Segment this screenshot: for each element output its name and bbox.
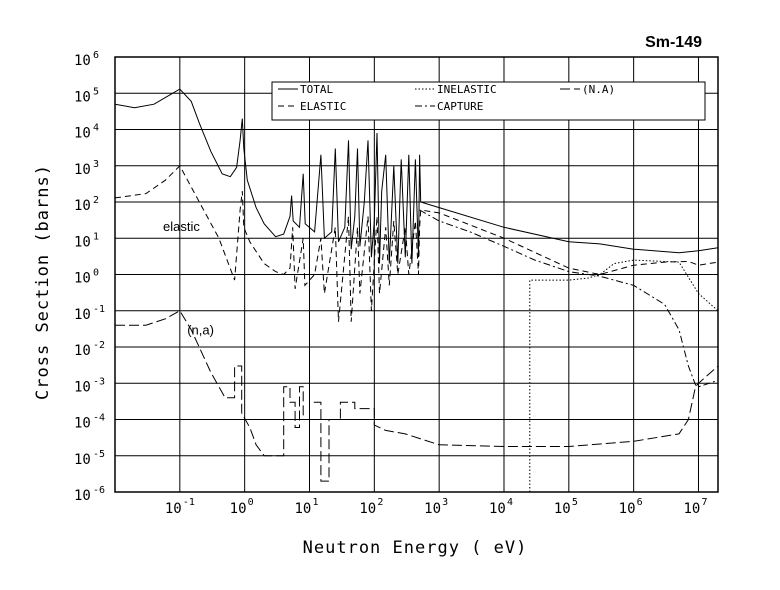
series-line-capture <box>419 209 718 388</box>
y-tick-label-base: 10 <box>74 271 91 287</box>
x-tick-label-exponent: -1 <box>183 497 195 508</box>
annotation-label: (n,a) <box>187 323 214 338</box>
x-tick-label-base: 10 <box>683 501 700 517</box>
y-tick-label-base: 10 <box>74 307 91 323</box>
x-tick-labels: 10 -1 10 0 10 1 10 2 10 3 10 4 10 5 10 6 10 7 <box>165 497 708 517</box>
series-line-inelastic <box>529 259 718 492</box>
y-tick-label-base: 10 <box>74 343 91 359</box>
x-tick-label-base: 10 <box>165 501 182 517</box>
y-tick-label-base: 10 <box>74 379 91 395</box>
annotation-label: elastic <box>163 219 200 234</box>
annotations: elastic (n,a) <box>163 219 214 338</box>
y-tick-label-base: 10 <box>74 89 91 105</box>
series-line-total <box>115 88 718 264</box>
y-tick-label-exponent: -3 <box>93 376 105 387</box>
legend: TOTAL INELASTIC (N.A) ELASTIC CAPTURE <box>271 81 706 121</box>
legend-frame <box>271 81 706 121</box>
y-tick-label-base: 10 <box>74 198 91 214</box>
legend-label: (N.A) <box>582 83 615 96</box>
y-tick-label-exponent: 5 <box>93 86 99 97</box>
legend-label: ELASTIC <box>300 100 346 113</box>
y-tick-label-base: 10 <box>74 416 91 432</box>
y-tick-label-exponent: 4 <box>93 123 99 134</box>
x-tick-label-exponent: 1 <box>312 497 318 508</box>
y-tick-label-exponent: -4 <box>93 413 105 424</box>
y-tick-label-base: 10 <box>74 234 91 250</box>
y-tick-label-exponent: -2 <box>93 340 105 351</box>
y-tick-label-base: 10 <box>74 53 91 69</box>
x-tick-label-base: 10 <box>554 501 571 517</box>
x-tick-label-base: 10 <box>294 501 311 517</box>
y-tick-label-exponent: 1 <box>93 231 99 242</box>
y-tick-label-exponent: 0 <box>93 268 99 279</box>
x-axis-title: Neutron Energy ( eV) <box>303 538 528 558</box>
x-tick-label-exponent: 5 <box>572 497 578 508</box>
y-tick-label-exponent: -5 <box>93 449 105 460</box>
x-tick-label-base: 10 <box>424 501 441 517</box>
y-tick-label-base: 10 <box>74 126 91 142</box>
grid <box>115 56 718 493</box>
plot-frame <box>114 56 719 493</box>
x-tick-label-base: 10 <box>230 501 247 517</box>
x-tick-label-exponent: 3 <box>442 497 448 508</box>
legend-label: TOTAL <box>300 83 333 96</box>
x-tick-label-exponent: 6 <box>637 497 643 508</box>
x-tick-label-base: 10 <box>489 501 506 517</box>
y-tick-label-base: 10 <box>74 162 91 178</box>
y-tick-label-exponent: -6 <box>93 485 105 496</box>
legend-label: INELASTIC <box>437 83 497 96</box>
x-tick-label-base: 10 <box>619 501 636 517</box>
x-tick-label-base: 10 <box>359 501 376 517</box>
y-tick-label-exponent: 2 <box>93 195 99 206</box>
y-tick-label-exponent: -1 <box>93 304 105 315</box>
legend-label: CAPTURE <box>437 100 483 113</box>
x-tick-label-exponent: 7 <box>701 497 707 508</box>
y-tick-label-exponent: 6 <box>93 50 99 61</box>
x-tick-label-exponent: 4 <box>507 497 513 508</box>
y-tick-label-base: 10 <box>74 452 91 468</box>
x-tick-label-exponent: 2 <box>377 497 383 508</box>
y-tick-label-base: 10 <box>74 488 91 504</box>
series-line-elastic <box>115 164 718 322</box>
y-axis-title: Cross Section (barns) <box>33 164 53 400</box>
y-tick-label-exponent: 3 <box>93 159 99 170</box>
series-lines <box>115 88 718 492</box>
series-line-na <box>115 310 718 482</box>
chart-title: Sm-149 <box>645 34 702 51</box>
x-tick-label-exponent: 0 <box>248 497 254 508</box>
